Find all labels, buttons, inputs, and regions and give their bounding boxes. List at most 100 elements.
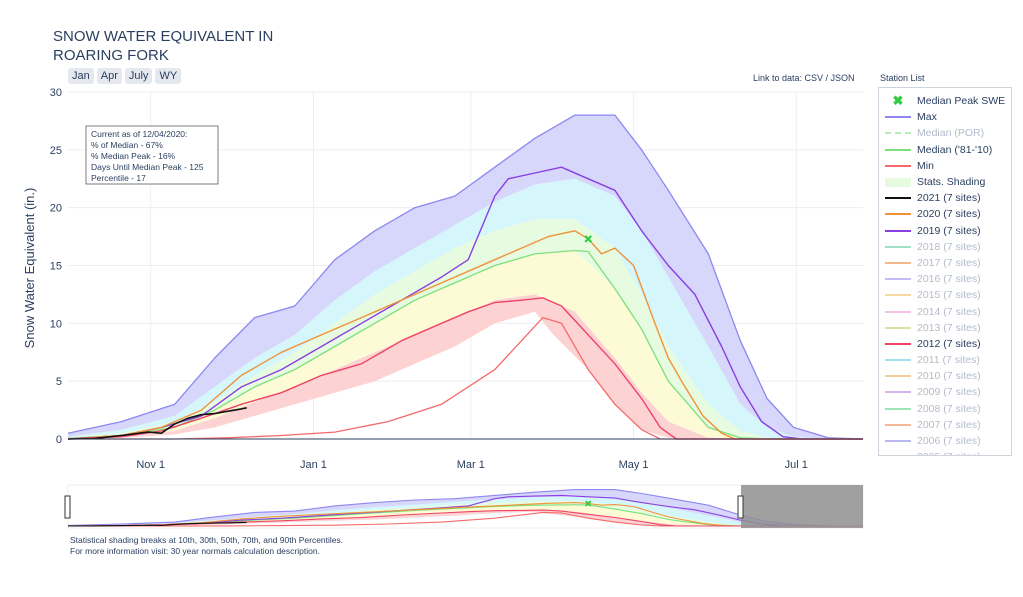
legend-item[interactable]: 2006 (7 sites): [879, 433, 1011, 449]
legend-label: 2017 (7 sites): [917, 257, 981, 269]
legend-swatch: [883, 116, 913, 118]
legend-label: Max: [917, 111, 937, 123]
legend-line-icon: [885, 359, 911, 361]
legend-line-icon: [885, 149, 911, 151]
legend-item[interactable]: 2014 (7 sites): [879, 303, 1011, 319]
range-slider[interactable]: [65, 485, 863, 528]
legend-swatch: [883, 213, 913, 215]
range-slider-left-handle[interactable]: [65, 496, 70, 518]
annotation-line-2: % of Median - 67%: [91, 140, 163, 150]
legend-label: 2011 (7 sites): [917, 354, 980, 366]
legend-item[interactable]: 2007 (7 sites): [879, 417, 1011, 433]
legend-item[interactable]: Stats. Shading: [879, 174, 1011, 190]
legend-label: 2019 (7 sites): [917, 225, 981, 237]
y-axis-label: Snow Water Equivalent (in.): [22, 188, 37, 349]
legend-swatch: [883, 359, 913, 361]
legend-line-icon: [885, 246, 911, 248]
legend-line-icon: [885, 197, 911, 199]
legend-marker-icon: ✖: [893, 96, 904, 106]
legend-item[interactable]: ✖ Median Peak SWE: [879, 93, 1011, 109]
legend-swatch: [883, 424, 913, 426]
legend-line-icon: [885, 165, 911, 167]
legend-item[interactable]: Median (POR): [879, 125, 1011, 141]
legend-line-icon: [885, 327, 911, 329]
legend-swatch: [883, 294, 913, 296]
legend-swatch: [883, 178, 913, 187]
range-slider-right-handle[interactable]: [738, 496, 743, 518]
x-tick-label: May 1: [619, 459, 649, 471]
legend-label: 2009 (7 sites): [917, 386, 981, 398]
legend-item[interactable]: 2011 (7 sites): [879, 352, 1011, 368]
y-tick-label: 15: [50, 261, 62, 273]
legend-swatch: [883, 165, 913, 167]
annotation-box: Current as of 12/04/2020: % of Median - …: [86, 126, 218, 184]
legend-label: 2016 (7 sites): [917, 273, 981, 285]
legend-label: 2008 (7 sites): [917, 403, 981, 415]
legend-panel[interactable]: ✖ Median Peak SWE Max Median (POR) Median ('…: [878, 87, 1012, 456]
x-tick-label: Jan 1: [300, 459, 327, 471]
legend-line-icon: [885, 116, 911, 118]
legend-swatch: [883, 391, 913, 393]
legend-item[interactable]: Median ('81-'10): [879, 142, 1011, 158]
y-tick-label: 20: [50, 203, 62, 215]
legend-item[interactable]: 2009 (7 sites): [879, 384, 1011, 400]
legend-label: 2005 (7 sites): [917, 451, 981, 456]
legend-label: 2013 (7 sites): [917, 322, 981, 334]
legend-swatch: [883, 149, 913, 151]
legend-swatch: [883, 246, 913, 248]
legend-swatch: [883, 197, 913, 199]
legend-swatch: [883, 440, 913, 442]
annotation-line-5: Percentile - 17: [91, 173, 146, 183]
annotation-line-4: Days Until Median Peak - 125: [91, 162, 204, 172]
legend-label: 2021 (7 sites): [917, 192, 981, 204]
legend-swatch: ✖: [883, 96, 913, 106]
legend-item[interactable]: Min: [879, 158, 1011, 174]
legend-label: Min: [917, 160, 934, 172]
legend-swatch: [883, 311, 913, 313]
legend-swatch: [883, 343, 913, 345]
legend-box-icon: [885, 178, 911, 187]
legend-label: 2018 (7 sites): [917, 241, 981, 253]
footnote-line-1: Statistical shading breaks at 10th, 30th…: [70, 535, 343, 546]
x-tick-label: Jul 1: [785, 459, 808, 471]
main-chart: 051015202530Nov 1 Jan 1 Mar 1 May 1 Jul 1 Sn…: [0, 0, 1023, 597]
legend-item[interactable]: 2013 (7 sites): [879, 320, 1011, 336]
legend-line-icon: [885, 424, 911, 426]
legend-item[interactable]: 2005 (7 sites): [879, 449, 1011, 456]
legend-item[interactable]: 2012 (7 sites): [879, 336, 1011, 352]
legend-item[interactable]: 2016 (7 sites): [879, 271, 1011, 287]
range-slider-mask: [741, 485, 863, 528]
legend-item[interactable]: 2008 (7 sites): [879, 401, 1011, 417]
legend-line-icon: [885, 132, 911, 134]
legend-label: Stats. Shading: [917, 176, 985, 188]
legend-line-icon: [885, 213, 911, 215]
legend-item[interactable]: 2020 (7 sites): [879, 206, 1011, 222]
legend-item[interactable]: Max: [879, 109, 1011, 125]
legend-item[interactable]: 2019 (7 sites): [879, 223, 1011, 239]
legend-item[interactable]: 2021 (7 sites): [879, 190, 1011, 206]
legend-label: 2007 (7 sites): [917, 419, 981, 431]
footnote-line-2[interactable]: For more information visit: 30 year norm…: [70, 546, 343, 557]
legend-label: Median (POR): [917, 127, 984, 139]
legend-label: 2020 (7 sites): [917, 208, 981, 220]
legend-item[interactable]: 2015 (7 sites): [879, 287, 1011, 303]
footnote: Statistical shading breaks at 10th, 30th…: [70, 535, 343, 557]
annotation-line-1: Current as of 12/04/2020:: [91, 129, 187, 139]
legend-swatch: [883, 327, 913, 329]
legend-line-icon: [885, 440, 911, 442]
legend-item[interactable]: 2017 (7 sites): [879, 255, 1011, 271]
legend-line-icon: [885, 343, 911, 345]
legend-label: 2014 (7 sites): [917, 306, 981, 318]
y-tick-label: 0: [56, 434, 62, 446]
y-tick-label: 25: [50, 145, 62, 157]
legend-item[interactable]: 2010 (7 sites): [879, 368, 1011, 384]
legend-line-icon: [885, 230, 911, 232]
x-tick-label: Mar 1: [457, 459, 485, 471]
legend-item[interactable]: 2018 (7 sites): [879, 239, 1011, 255]
legend-swatch: [883, 278, 913, 280]
legend-label: 2012 (7 sites): [917, 338, 981, 350]
y-tick-label: 30: [50, 87, 62, 99]
annotation-line-3: % Median Peak - 16%: [91, 151, 176, 161]
legend-swatch: [883, 230, 913, 232]
legend-swatch: [883, 262, 913, 264]
